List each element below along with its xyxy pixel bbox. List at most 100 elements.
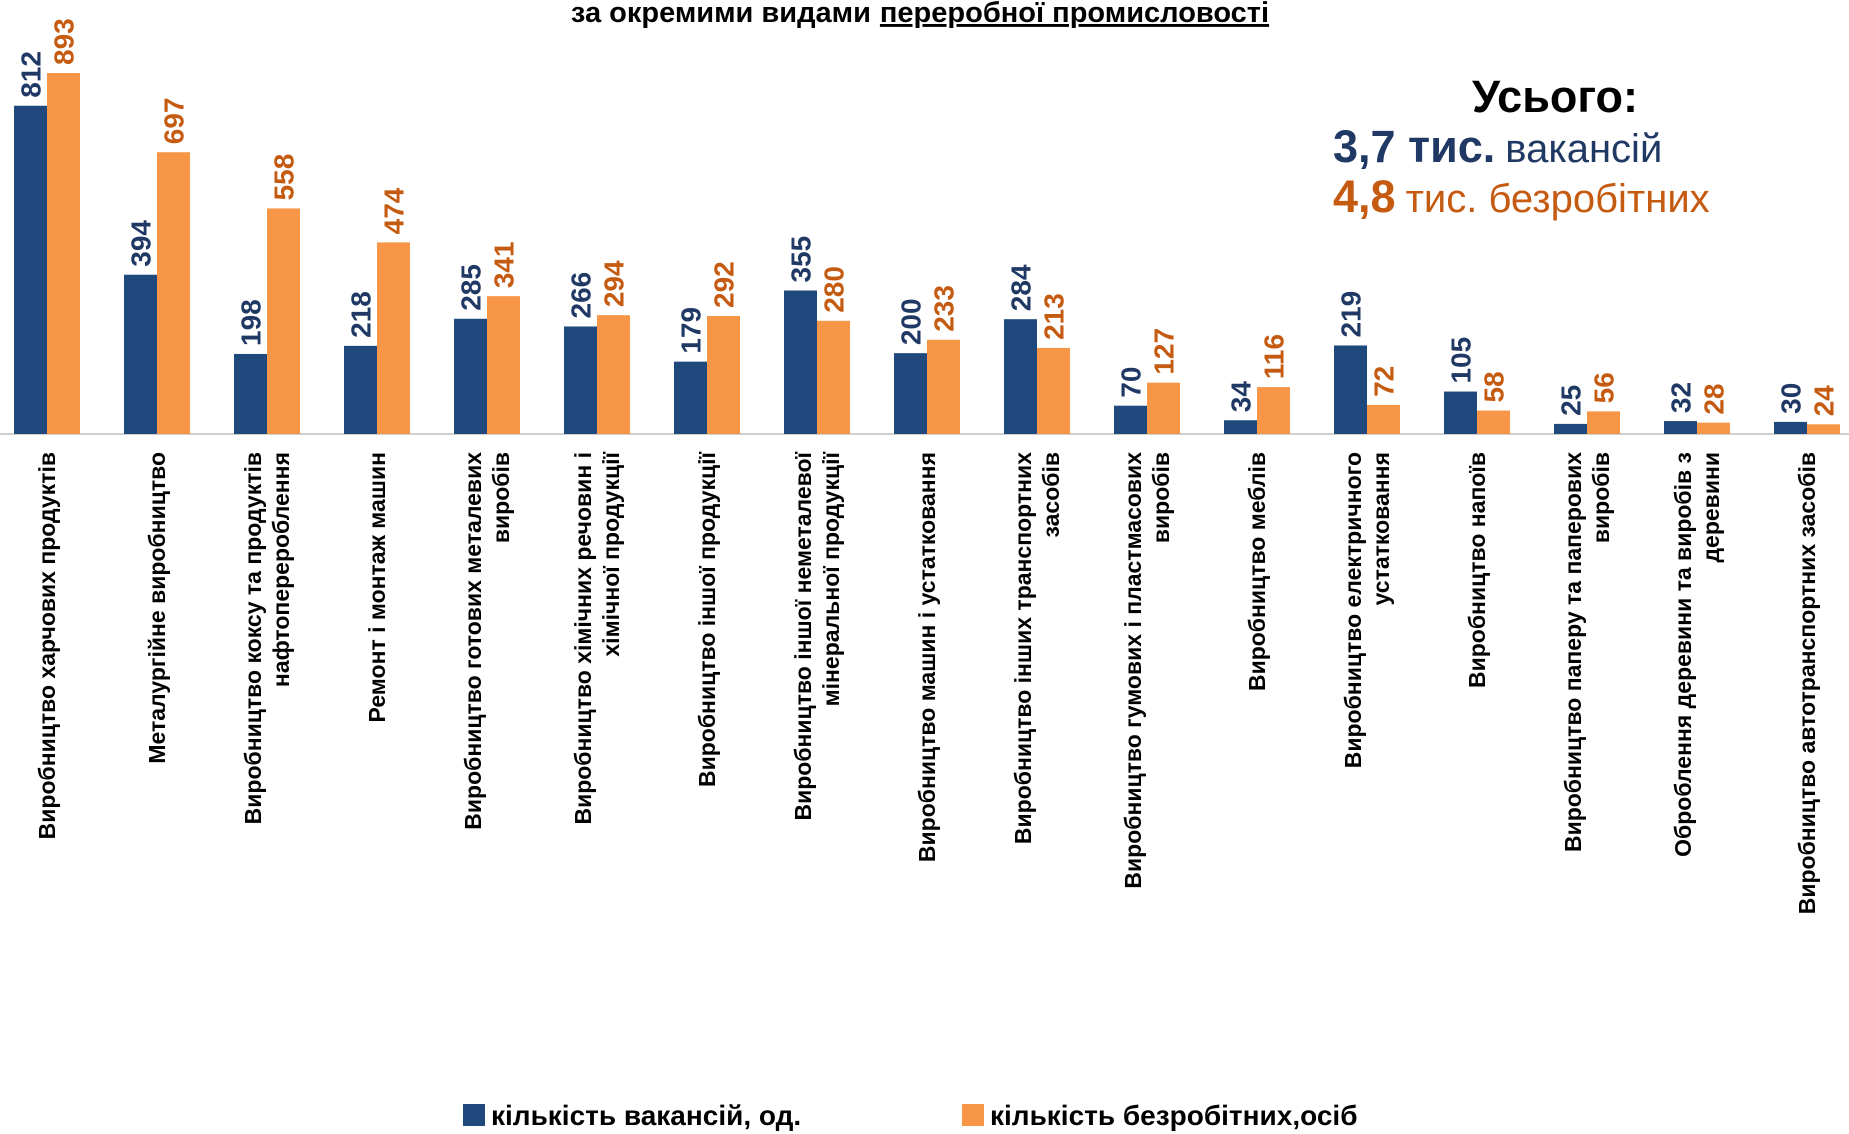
title-part: за окремими видами	[571, 0, 871, 29]
label-line: виробів	[488, 452, 514, 543]
label-line: Виробництво коксу та продуктів	[240, 452, 266, 824]
label-line: Виробництво меблів	[1244, 452, 1270, 691]
label-line: Виробництво машин і устатковання	[914, 452, 940, 862]
value-label: 213	[1039, 293, 1070, 340]
bar	[1114, 405, 1147, 434]
bar	[344, 345, 377, 434]
label-line: Металургійне виробництво	[144, 452, 170, 764]
x-tick-label: Ремонт і монтаж машин	[364, 452, 390, 722]
value-label: 58	[1479, 371, 1510, 402]
value-label: 294	[599, 260, 630, 307]
value-label: 284	[1006, 264, 1037, 311]
value-label: 697	[159, 98, 190, 145]
bar	[1334, 345, 1367, 434]
bar	[1587, 411, 1620, 434]
bar	[1697, 422, 1730, 434]
label-line: Виробництво харчових продуктів	[34, 452, 60, 839]
bar	[1257, 387, 1290, 434]
bar	[564, 326, 597, 434]
legend-swatch	[463, 1104, 485, 1126]
bar	[927, 339, 960, 434]
bar	[1037, 347, 1070, 434]
bar	[597, 315, 630, 434]
vacancies-total: 3,7 тис. вакансій	[1333, 121, 1662, 172]
x-tick-label: Виробництво хімічних речовин іхімічної п…	[570, 451, 624, 824]
bar	[267, 208, 300, 434]
label-line: засобів	[1038, 452, 1064, 538]
value-label: 355	[786, 236, 817, 283]
x-tick-label: Виробництво іншої неметалевоїмінеральної…	[790, 451, 844, 820]
value-label: 280	[819, 266, 850, 313]
bar	[1554, 423, 1587, 434]
bar	[1147, 382, 1180, 434]
x-tick-label: Виробництво напоїв	[1464, 452, 1490, 688]
label-line: Виробництво готових металевих	[460, 452, 486, 830]
x-tick-label: Виробництво паперу та паперовихвиробів	[1560, 452, 1614, 852]
value-label: 105	[1446, 337, 1477, 384]
x-tick-label: Виробництво автотранспортних засобів	[1794, 452, 1820, 914]
label-line: Виробництво іншої продукції	[694, 451, 720, 787]
value-label: 218	[346, 291, 377, 338]
x-tick-label: Виробництво коксу та продуктівнафтоперер…	[240, 452, 294, 824]
vacancies-text: вакансій	[1505, 127, 1662, 171]
label-line: Виробництво електричного	[1340, 452, 1366, 768]
label-line: деревини	[1698, 452, 1724, 563]
value-label: 474	[379, 187, 410, 234]
value-label: 285	[456, 264, 487, 311]
label-line: мінеральної продукції	[818, 451, 844, 706]
value-label: 812	[16, 51, 47, 98]
bar	[47, 73, 80, 434]
bar	[454, 318, 487, 434]
x-tick-label: Виробництво гумових і пластмасовихвиробі…	[1120, 452, 1174, 889]
x-tick-label: Виробництво машин і устатковання	[914, 452, 940, 862]
value-label: 179	[676, 307, 707, 354]
label-line: виробів	[1588, 452, 1614, 543]
value-label: 200	[896, 298, 927, 345]
label-line: Виробництво напоїв	[1464, 452, 1490, 688]
value-label: 558	[269, 154, 300, 201]
bar	[377, 242, 410, 434]
bar	[234, 353, 267, 434]
value-label: 292	[709, 261, 740, 308]
label-line: устатковання	[1368, 452, 1394, 605]
bar	[1774, 421, 1807, 434]
x-tick-label: Виробництво меблів	[1244, 452, 1270, 691]
x-tick-label: Оброблення деревини та виробів здеревини	[1670, 452, 1724, 857]
x-tick-label: Виробництво електричногоустатковання	[1340, 452, 1394, 768]
bar	[894, 353, 927, 434]
total-label: Усього:	[1472, 71, 1638, 122]
label-line: нафтоперероблення	[268, 452, 294, 687]
value-label: 116	[1259, 334, 1290, 379]
label-line: Виробництво автотранспортних засобів	[1794, 452, 1820, 914]
value-label: 30	[1776, 383, 1807, 414]
bar	[14, 105, 47, 434]
bar	[1664, 421, 1697, 434]
label-line: Ремонт і монтаж машин	[364, 452, 390, 722]
bar	[1367, 404, 1400, 434]
value-label: 34	[1226, 381, 1257, 413]
bar	[157, 152, 190, 434]
bar	[1004, 319, 1037, 434]
value-label: 28	[1699, 384, 1730, 415]
label-line: Виробництво інших транспортних	[1010, 452, 1036, 844]
x-tick-label: Виробництво іншої продукції	[694, 451, 720, 787]
value-label: 25	[1556, 385, 1587, 416]
value-label: 72	[1369, 366, 1400, 397]
bar	[817, 320, 850, 434]
label-line: Виробництво паперу та паперових	[1560, 452, 1586, 852]
bar	[1224, 420, 1257, 434]
chart-title: за окремими видами переробної промисловос…	[571, 0, 1269, 29]
vacancies-value: 3,7 тис.	[1333, 121, 1495, 172]
bar	[674, 361, 707, 434]
label-line: Виробництво хімічних речовин і	[570, 452, 596, 825]
x-tick-label: Виробництво інших транспортнихзасобів	[1010, 452, 1064, 844]
legend-swatch	[962, 1104, 984, 1126]
value-label: 394	[126, 220, 157, 267]
x-tick-label: Металургійне виробництво	[144, 452, 170, 764]
unemployed-text: тис. безробітних	[1406, 177, 1710, 221]
value-label: 341	[489, 241, 520, 288]
value-label: 24	[1809, 385, 1840, 417]
value-label: 70	[1116, 367, 1147, 398]
bar	[1807, 424, 1840, 434]
